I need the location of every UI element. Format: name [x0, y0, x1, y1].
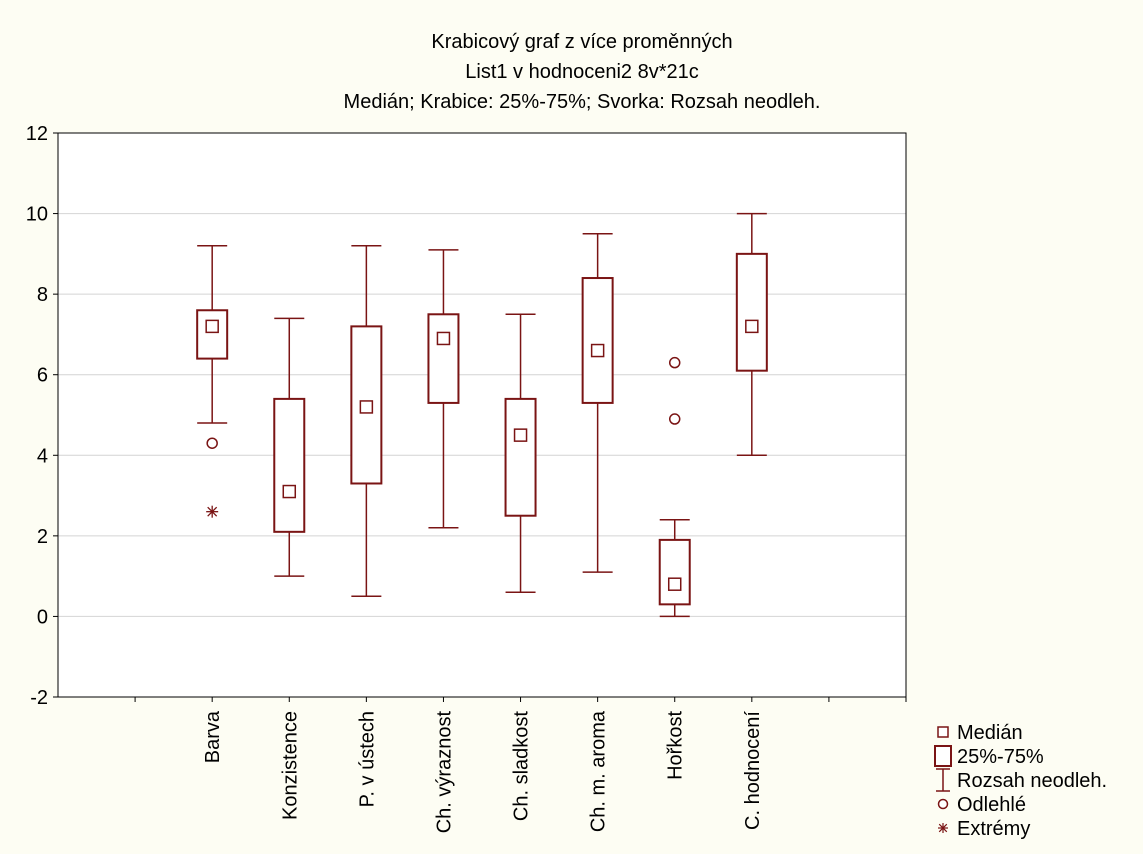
y-tick-label: 10 — [26, 204, 48, 226]
legend-extreme-stroke — [938, 823, 948, 833]
plot-frame — [57, 132, 907, 698]
chart-title: Krabicový graf z více proměnných — [431, 31, 732, 53]
category-label: C. hodnocení — [742, 711, 764, 830]
legend-label: 25%-75% — [957, 746, 1044, 768]
median-marker — [282, 484, 297, 499]
legend-label: Medián — [957, 722, 1023, 744]
y-tick-label: 8 — [37, 284, 48, 306]
category-label: Ch. sladkost — [511, 711, 533, 821]
y-tick-label: 0 — [37, 606, 48, 628]
category-label: Ch. m. aroma — [588, 710, 610, 832]
legend-label: Odlehlé — [957, 794, 1026, 816]
legend-outlier-icon — [937, 798, 949, 810]
plot-background — [58, 133, 906, 697]
outlier-point — [668, 413, 681, 425]
median-marker — [667, 577, 682, 591]
median-marker — [590, 343, 605, 358]
category-label: Barva — [202, 710, 224, 763]
box — [196, 309, 229, 360]
box — [658, 538, 691, 606]
y-tick-label: 12 — [26, 123, 48, 145]
y-tick-label: 6 — [37, 365, 48, 387]
y-tick-label: 2 — [37, 526, 48, 548]
box — [581, 277, 614, 404]
category-label: Konzistence — [279, 711, 301, 820]
box — [273, 397, 306, 533]
plot-area: -2 0 2 4 6 8 10 12 Barva Konzistence P. v ústech Ch… — [26, 123, 907, 834]
y-tick-label: 4 — [37, 445, 48, 467]
outlier-point — [206, 437, 218, 449]
legend-median-icon — [937, 726, 949, 738]
median-marker — [436, 331, 451, 346]
extreme-point — [206, 505, 219, 518]
extreme-stroke — [207, 506, 218, 517]
legend-box-icon — [934, 745, 952, 767]
box — [504, 397, 537, 517]
legend-label: Rozsah neodleh. — [957, 770, 1107, 792]
box — [427, 313, 460, 404]
median-marker — [745, 319, 759, 334]
legend-label: Extrémy — [957, 818, 1030, 840]
median-marker — [359, 400, 374, 414]
category-label: Ch. výraznost — [433, 711, 455, 834]
category-label: P. v ústech — [356, 711, 378, 807]
box — [735, 252, 768, 372]
category-label: Hořkost — [665, 711, 687, 780]
median-marker — [513, 428, 528, 442]
y-tick-label: -2 — [30, 687, 48, 709]
legend-extreme-icon — [938, 823, 948, 833]
chart-caption: Medián; Krabice: 25%-75%; Svorka: Rozsah… — [344, 91, 821, 113]
chart-subtitle: List1 v hodnoceni2 8v*21c — [465, 61, 699, 83]
outlier-point — [668, 356, 681, 369]
legend-whisker-icon — [936, 768, 950, 792]
median-marker — [205, 319, 219, 334]
